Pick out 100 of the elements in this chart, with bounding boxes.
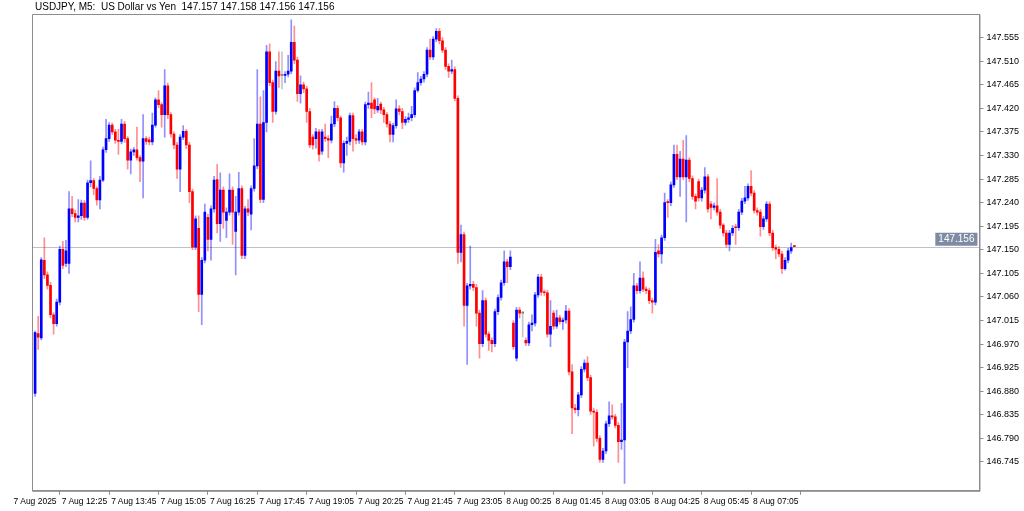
candlestick <box>549 300 552 348</box>
candlestick <box>666 199 670 218</box>
candlestick <box>228 173 231 216</box>
x-tick-label: 8 Aug 00:25 <box>506 496 552 507</box>
y-tick-label: 147.285 <box>986 173 1020 184</box>
candlestick <box>280 51 284 90</box>
candlestick <box>561 317 565 330</box>
candlestick <box>234 196 238 276</box>
candlestick <box>231 186 234 245</box>
candlestick <box>444 47 447 70</box>
candlestick <box>184 128 188 149</box>
candlestick <box>450 59 454 75</box>
x-tick-label: 8 Aug 03:05 <box>604 496 651 507</box>
candlestick <box>36 315 40 350</box>
candlestick <box>468 245 472 290</box>
candlestick <box>771 230 775 251</box>
candlestick <box>697 178 700 202</box>
x-tick-label: 8 Aug 04:25 <box>654 496 700 507</box>
candlestick <box>330 115 333 144</box>
candlestick <box>86 179 89 220</box>
candlestick <box>626 311 629 368</box>
candlestick <box>521 311 525 338</box>
y-tick-label: 147.150 <box>986 244 1020 255</box>
chart-title: USDJPY, M5: US Dollar vs Yen 147.157 147.158 147.156 147.156 <box>35 0 335 12</box>
candlestick <box>160 102 163 128</box>
y-tick-label: 147.375 <box>986 126 1020 137</box>
candlestick <box>370 82 373 119</box>
candlestick <box>734 223 737 245</box>
candlestick <box>323 123 327 142</box>
x-tick-label: 8 Aug 01:45 <box>555 496 602 507</box>
candlestick <box>293 25 296 65</box>
candlestick <box>555 309 558 329</box>
candlestick <box>373 97 376 114</box>
y-tick-label: 147.510 <box>986 55 1020 66</box>
x-tick-label: 7 Aug 13:45 <box>111 496 157 507</box>
candlestick <box>404 116 407 126</box>
candlestick <box>80 199 83 220</box>
candlestick <box>657 244 660 258</box>
x-tick-label: 8 Aug 05:45 <box>703 496 750 507</box>
y-tick-label: 147.015 <box>986 315 1020 325</box>
candlestick <box>546 289 549 338</box>
x-tick-label: 7 Aug 20:25 <box>358 496 404 507</box>
y-tick-label: 147.060 <box>986 291 1020 302</box>
candlestick <box>515 307 518 362</box>
y-tick-label: 147.105 <box>986 267 1020 278</box>
y-tick-label: 147.195 <box>986 220 1020 231</box>
candlestick <box>552 310 555 330</box>
candlestick <box>505 258 509 284</box>
candlestick <box>151 112 154 146</box>
candlestick <box>326 135 330 158</box>
y-tick-label: 146.745 <box>986 456 1020 467</box>
candlestick <box>580 366 583 398</box>
y-tick-label: 147.240 <box>986 197 1020 208</box>
candlestick <box>721 223 725 237</box>
candlestick <box>120 118 123 145</box>
candlestick <box>620 402 623 450</box>
x-tick-label: 7 Aug 12:25 <box>61 496 108 507</box>
candlestick <box>117 128 120 155</box>
y-tick-label: 146.835 <box>986 409 1020 420</box>
candlestick <box>573 404 577 414</box>
x-tick-label: 7 Aug 2025 <box>13 496 57 507</box>
candlestick <box>768 201 771 236</box>
candlestick <box>623 339 626 484</box>
candlestick <box>259 96 262 203</box>
x-tick-label: 7 Aug 23:05 <box>456 496 503 507</box>
candlestick <box>654 238 657 306</box>
candlestick <box>725 230 728 248</box>
candlestick <box>762 215 765 230</box>
candlestick <box>114 128 117 144</box>
candlestick <box>194 215 197 251</box>
y-tick-label: 146.880 <box>986 385 1020 396</box>
y-tick-label: 147.555 <box>986 32 1020 43</box>
x-tick-label: 7 Aug 15:05 <box>160 496 207 507</box>
candlestick <box>731 225 734 236</box>
candlestick <box>222 186 225 229</box>
candlestick <box>333 101 336 127</box>
y-tick-label: 146.970 <box>986 338 1020 349</box>
candlestick <box>43 237 46 279</box>
candlestick <box>765 201 768 222</box>
x-tick-label: 7 Aug 19:05 <box>308 496 355 507</box>
x-tick-label: 8 Aug 07:05 <box>753 496 799 507</box>
candlestick <box>83 200 86 221</box>
candlestick <box>296 56 299 102</box>
y-tick-label: 147.465 <box>986 79 1020 90</box>
x-tick-label: 7 Aug 17:45 <box>259 496 305 507</box>
candlestick <box>376 98 379 113</box>
candlestick <box>225 207 228 239</box>
x-tick-label: 7 Aug 16:25 <box>209 496 256 507</box>
candlestick <box>728 230 731 252</box>
candlestick <box>407 112 410 123</box>
candlestick <box>197 215 200 312</box>
y-tick-label: 147.330 <box>986 149 1020 160</box>
candlestick <box>154 97 157 128</box>
candlestick <box>484 297 487 338</box>
x-tick-label: 7 Aug 21:45 <box>407 496 454 507</box>
y-tick-label: 146.790 <box>986 432 1020 443</box>
candlestick <box>759 209 762 237</box>
candlestick <box>299 75 302 104</box>
y-tick-label: 146.925 <box>986 362 1020 373</box>
candlestick <box>481 290 484 348</box>
